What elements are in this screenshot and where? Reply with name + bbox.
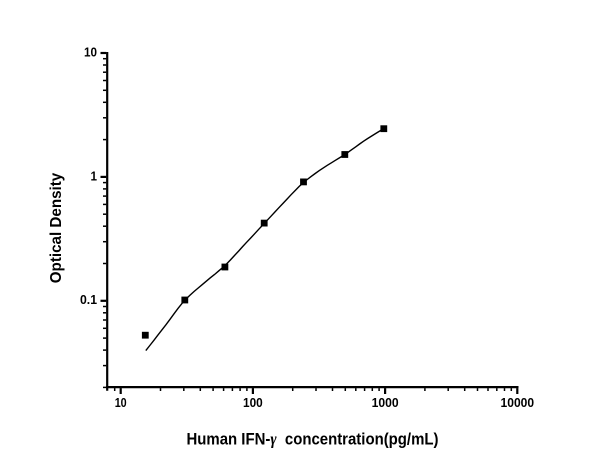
svg-text:100: 100 [243, 395, 263, 410]
svg-text:10: 10 [115, 395, 127, 410]
svg-text:Optical Density: Optical Density [48, 172, 65, 283]
svg-text:0.1: 0.1 [80, 292, 97, 307]
svg-text:Human IFN-γ concentration(pg/: Human IFN-γ concentration(pg/mL) [187, 429, 439, 448]
svg-text:1000: 1000 [372, 395, 399, 410]
svg-text:1: 1 [91, 168, 98, 183]
svg-text:10000: 10000 [501, 395, 535, 410]
svg-text:10: 10 [84, 44, 97, 59]
